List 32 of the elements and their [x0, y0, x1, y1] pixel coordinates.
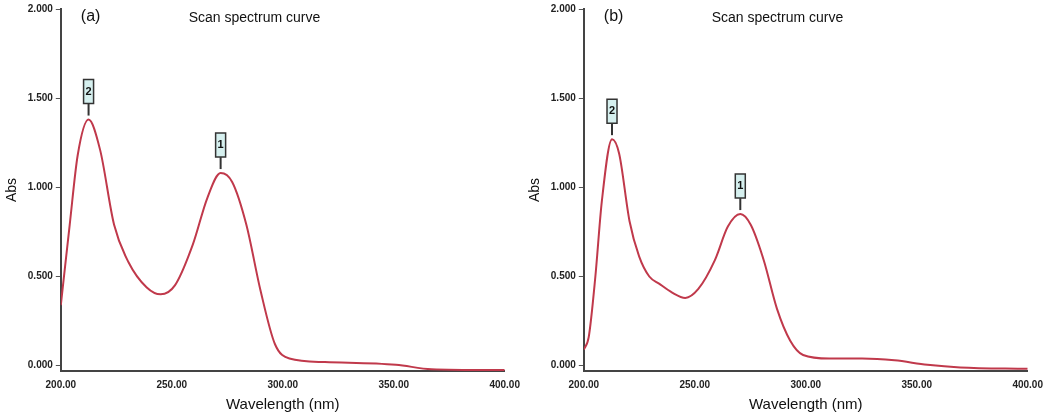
y-tick-label: 2.000 [27, 2, 54, 14]
annotation: (b) [603, 7, 624, 25]
x-tick-label: 400.00 [489, 378, 521, 390]
x-tick-label: 200.00 [45, 378, 77, 390]
x-axis-title: Wavelength (nm) [225, 395, 340, 413]
y-tick-label: 1.000 [27, 181, 54, 193]
y-tick-label: 1.000 [550, 181, 577, 193]
x-tick-label: 250.00 [679, 378, 711, 390]
y-tick-label: 1.500 [27, 91, 54, 103]
annotation: (a) [80, 7, 101, 25]
x-tick-label: 400.00 [1012, 378, 1044, 390]
annotation: 2 [85, 84, 92, 97]
chart-title: Scan spectrum curve [711, 9, 844, 26]
x-axis-title: Wavelength (nm) [748, 395, 863, 413]
y-tick-label: 2.000 [550, 2, 577, 14]
annotation: 2 [608, 104, 616, 117]
y-axis-title: Abs [526, 177, 543, 203]
y-axis-title: Abs [3, 177, 20, 203]
x-tick-label: 250.00 [156, 378, 188, 390]
x-tick-label: 300.00 [790, 378, 822, 390]
y-tick-label: 0.500 [27, 270, 54, 282]
y-tick-label: 0.500 [550, 270, 577, 282]
x-tick-label: 350.00 [378, 378, 410, 390]
y-tick-label: 0.000 [27, 359, 54, 371]
chart-title: Scan spectrum curve [188, 9, 321, 26]
x-tick-label: 350.00 [901, 378, 933, 390]
annotation: 1 [737, 179, 744, 192]
x-tick-label: 300.00 [267, 378, 299, 390]
annotation: 1 [217, 138, 224, 151]
y-tick-label: 0.000 [550, 359, 577, 371]
y-tick-label: 1.500 [550, 91, 577, 103]
x-tick-label: 200.00 [568, 378, 600, 390]
